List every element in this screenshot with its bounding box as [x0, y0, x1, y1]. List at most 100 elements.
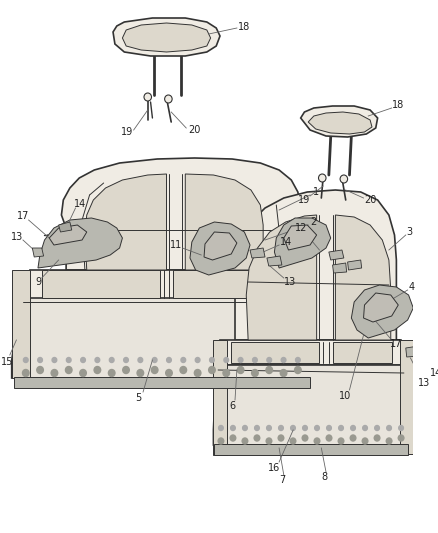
Circle shape [295, 367, 301, 374]
Text: 8: 8 [321, 472, 327, 482]
Circle shape [290, 438, 296, 444]
Circle shape [137, 369, 144, 376]
Circle shape [266, 367, 272, 374]
Text: 1: 1 [313, 187, 319, 197]
Text: 20: 20 [188, 125, 201, 135]
Polygon shape [173, 270, 291, 298]
Circle shape [254, 435, 260, 441]
Text: 18: 18 [392, 100, 404, 110]
Polygon shape [213, 365, 408, 445]
Circle shape [144, 93, 152, 101]
Circle shape [95, 358, 100, 362]
Text: 16: 16 [268, 463, 280, 473]
Text: 17: 17 [17, 211, 29, 221]
Circle shape [254, 425, 259, 431]
Polygon shape [400, 340, 413, 454]
Circle shape [165, 95, 172, 103]
Text: 3: 3 [406, 227, 413, 237]
Circle shape [224, 358, 229, 362]
Polygon shape [14, 377, 310, 388]
Text: 7: 7 [279, 475, 285, 485]
Polygon shape [419, 358, 433, 368]
Polygon shape [231, 342, 319, 363]
Circle shape [109, 369, 115, 376]
Circle shape [350, 435, 356, 441]
Circle shape [195, 358, 200, 362]
Circle shape [218, 438, 224, 444]
Polygon shape [214, 444, 408, 455]
Polygon shape [61, 158, 300, 270]
Circle shape [362, 438, 368, 444]
Circle shape [302, 435, 308, 441]
Polygon shape [308, 112, 372, 134]
Polygon shape [12, 270, 31, 378]
Circle shape [194, 369, 201, 376]
Text: 15: 15 [1, 357, 13, 367]
Circle shape [242, 438, 248, 444]
Circle shape [399, 425, 403, 431]
Circle shape [81, 358, 85, 362]
Circle shape [94, 367, 101, 374]
Polygon shape [364, 293, 398, 322]
Circle shape [80, 369, 86, 376]
Polygon shape [213, 340, 227, 455]
Circle shape [166, 358, 171, 362]
Circle shape [237, 367, 244, 374]
Circle shape [208, 367, 215, 374]
Circle shape [38, 358, 42, 362]
Circle shape [51, 369, 58, 376]
Polygon shape [38, 218, 122, 268]
Circle shape [238, 358, 243, 362]
Circle shape [266, 438, 272, 444]
Circle shape [166, 369, 172, 376]
Polygon shape [284, 225, 317, 250]
Text: 6: 6 [229, 401, 235, 411]
Polygon shape [59, 222, 72, 232]
Circle shape [180, 367, 187, 374]
Circle shape [327, 425, 332, 431]
Circle shape [314, 438, 320, 444]
Circle shape [387, 425, 392, 431]
Text: 14: 14 [279, 237, 292, 247]
Circle shape [296, 358, 300, 362]
Circle shape [243, 425, 247, 431]
Circle shape [138, 358, 143, 362]
Polygon shape [235, 190, 396, 340]
Text: 2: 2 [311, 217, 317, 227]
Polygon shape [49, 225, 87, 245]
Circle shape [110, 358, 114, 362]
Polygon shape [275, 218, 331, 268]
Text: 14: 14 [74, 199, 86, 209]
Text: 10: 10 [339, 391, 351, 401]
Text: 11: 11 [170, 240, 182, 250]
Polygon shape [32, 248, 44, 257]
Circle shape [22, 369, 29, 376]
Polygon shape [351, 285, 413, 338]
Circle shape [37, 367, 43, 374]
Circle shape [230, 425, 235, 431]
Circle shape [318, 174, 326, 182]
Text: 19: 19 [298, 195, 311, 205]
Polygon shape [329, 250, 344, 260]
Circle shape [338, 438, 344, 444]
Text: 13: 13 [418, 378, 431, 388]
Text: 12: 12 [294, 223, 307, 233]
Text: 17: 17 [390, 339, 403, 349]
Circle shape [253, 358, 257, 362]
Circle shape [386, 438, 392, 444]
Polygon shape [250, 248, 265, 258]
Circle shape [279, 425, 283, 431]
Circle shape [152, 358, 157, 362]
Text: 9: 9 [35, 277, 41, 287]
Circle shape [65, 367, 72, 374]
Circle shape [219, 425, 223, 431]
Circle shape [374, 435, 380, 441]
Circle shape [223, 369, 230, 376]
Text: 13: 13 [284, 277, 297, 287]
Polygon shape [348, 260, 362, 270]
Polygon shape [85, 174, 166, 270]
Circle shape [230, 435, 236, 441]
Circle shape [267, 358, 272, 362]
Circle shape [67, 358, 71, 362]
Text: 18: 18 [238, 22, 251, 32]
